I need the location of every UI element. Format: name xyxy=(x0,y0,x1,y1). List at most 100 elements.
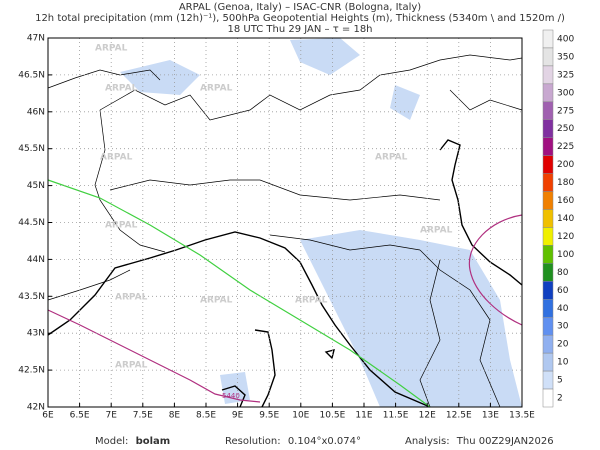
colorbar-swatch xyxy=(542,137,554,156)
colorbar-label: 120 xyxy=(557,232,574,242)
title-line: ARPAL (Genoa, Italy) – ISAC-CNR (Bologna… xyxy=(179,2,421,13)
colorbar: 400 350 325 300 275 250 225 200 180 160 140 120 100 8… xyxy=(542,29,574,408)
lat-label: 46.5N xyxy=(18,70,45,80)
lon-label: 10E xyxy=(292,411,309,421)
watermark: ARPAL xyxy=(200,84,233,94)
watermark: ARPAL xyxy=(105,221,138,231)
footer-value: bolam xyxy=(136,436,171,447)
lon-label: 10.5E xyxy=(320,411,346,421)
colorbar-swatch xyxy=(542,316,554,336)
footer-value: 0.104°x0.074° xyxy=(288,436,361,447)
colorbar-swatch xyxy=(542,370,554,390)
colorbar-label: 180 xyxy=(557,178,574,188)
precipitation xyxy=(120,38,522,407)
colorbar-swatch xyxy=(542,191,554,210)
colorbar-label: 250 xyxy=(557,124,574,134)
lat-label: 43.5N xyxy=(18,292,45,302)
colorbar-swatch xyxy=(542,65,554,85)
lat-label: 44N xyxy=(27,255,45,265)
lat-label: 45.5N xyxy=(18,144,45,154)
lon-label: 11E xyxy=(355,411,372,421)
watermark: ARPAL xyxy=(420,226,453,236)
colorbar-label: 30 xyxy=(557,322,569,332)
coastline xyxy=(47,139,523,408)
footer-key: Model: xyxy=(95,436,128,447)
colorbar-label: 5 xyxy=(557,376,563,386)
colorbar-label: 140 xyxy=(557,214,574,224)
colorbar-swatch xyxy=(542,245,554,264)
colorbar-swatch xyxy=(542,334,554,354)
colorbar-label: 275 xyxy=(557,106,574,116)
lon-label: 9.5E xyxy=(259,411,279,421)
colorbar-label: 350 xyxy=(557,52,574,62)
lon-label: 11.5E xyxy=(383,411,409,421)
title-line: 12h total precipitation (mm (12h)⁻¹), 50… xyxy=(35,13,565,24)
colorbar-label: 300 xyxy=(557,88,574,98)
colorbar-label: 20 xyxy=(557,340,569,350)
colorbar-swatch xyxy=(542,83,554,103)
colorbar-label: 160 xyxy=(557,196,574,206)
lon-label: 8E xyxy=(169,411,181,421)
lat-label: 45N xyxy=(27,181,45,191)
lon-label: 12.5E xyxy=(446,411,472,421)
colorbar-swatch xyxy=(542,173,554,192)
watermark: ARPAL xyxy=(95,44,128,54)
colorbar-swatch xyxy=(542,281,554,300)
map: 5440 xyxy=(47,38,523,408)
borders xyxy=(47,54,523,408)
thickness-contour xyxy=(47,179,431,408)
watermark: ARPAL xyxy=(115,293,148,303)
colorbar-swatch xyxy=(542,29,554,49)
colorbar-swatch xyxy=(542,155,554,174)
footer: Model: bolam Resolution: 0.104°x0.074° A… xyxy=(95,436,554,447)
colorbar-swatch xyxy=(542,263,554,282)
colorbar-swatch xyxy=(542,388,554,408)
lon-label: 12E xyxy=(419,411,436,421)
colorbar-swatch xyxy=(542,101,554,121)
lat-label: 44.5N xyxy=(18,218,45,228)
watermarks: ARPAL ARPAL ARPAL ARPAL ARPAL ARPAL ARPAL ARPAL… xyxy=(95,44,453,371)
colorbar-label: 80 xyxy=(557,268,569,278)
watermark: ARPAL xyxy=(295,296,328,306)
colorbar-swatch xyxy=(542,47,554,67)
colorbar-swatch xyxy=(542,227,554,246)
lon-label: 13E xyxy=(482,411,499,421)
colorbar-label: 40 xyxy=(557,304,569,314)
lat-label: 46N xyxy=(27,107,45,117)
title-line: 18 UTC Thu 29 JAN – τ = 18h xyxy=(227,24,372,35)
lat-label: 42N xyxy=(27,403,45,413)
lon-label: 13.5E xyxy=(509,411,535,421)
lon-label: 6E xyxy=(42,411,54,421)
contour-label: 5440 xyxy=(222,392,240,400)
lon-label: 6.5E xyxy=(70,411,90,421)
colorbar-swatch xyxy=(542,352,554,372)
lat-label: 43N xyxy=(27,329,45,339)
colorbar-label: 225 xyxy=(557,142,574,152)
footer-value: Thu 00Z29JAN2026 xyxy=(456,436,554,447)
colorbar-label: 2 xyxy=(557,394,563,404)
colorbar-label: 400 xyxy=(557,34,574,44)
colorbar-label: 100 xyxy=(557,250,574,260)
watermark: ARPAL xyxy=(200,296,233,306)
footer-key: Analysis: xyxy=(405,436,450,447)
height-contour xyxy=(468,214,523,326)
lat-label: 42.5N xyxy=(18,366,45,376)
watermark: ARPAL xyxy=(375,153,408,163)
watermark: ARPAL xyxy=(105,84,138,94)
lat-label: 47N xyxy=(27,34,45,44)
colorbar-label: 10 xyxy=(557,358,569,368)
colorbar-label: 325 xyxy=(557,70,574,80)
lon-label: 7E xyxy=(105,411,117,421)
lon-label: 7.5E xyxy=(133,411,153,421)
lon-label: 8.5E xyxy=(196,411,216,421)
footer-key: Resolution: xyxy=(225,436,281,447)
height-contour xyxy=(47,309,261,403)
colorbar-swatch xyxy=(542,299,554,318)
colorbar-label: 60 xyxy=(557,286,569,296)
colorbar-label: 200 xyxy=(557,160,574,170)
colorbar-swatch xyxy=(542,119,554,138)
colorbar-swatch xyxy=(542,209,554,228)
lon-label: 9E xyxy=(232,411,244,421)
watermark: ARPAL xyxy=(100,153,133,163)
